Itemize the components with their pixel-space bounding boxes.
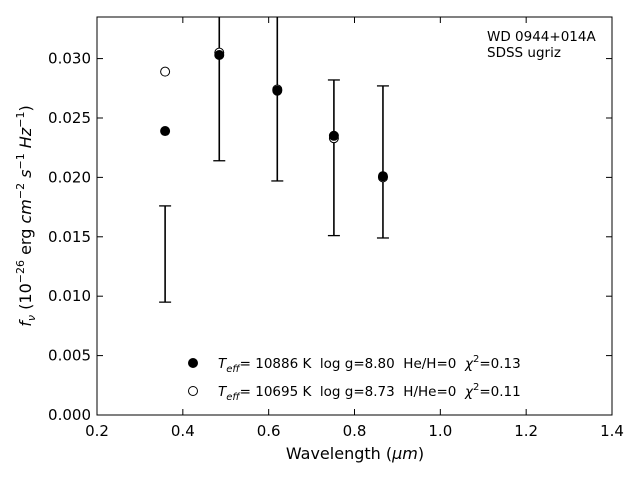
legend: Teff= 10886 K log g=8.80 He/H=0 χ2=0.13 …: [188, 354, 521, 403]
model-point-filled: [272, 85, 283, 96]
plot-frame: [96, 16, 613, 416]
x-tick-label: 0.8: [343, 422, 367, 440]
x-tick-label: 0.6: [257, 422, 281, 440]
model-point-filled: [377, 171, 388, 182]
axis-ticks: 0.2 0.4 0.6 0.8 1.0 1.2 1.4 0.000 0.005 0.010 0.01…: [48, 17, 624, 440]
y-tick-label: 0.030: [48, 50, 91, 68]
y-tick-label: 0.010: [48, 287, 91, 305]
model-point-filled: [160, 126, 171, 137]
survey-annotation: SDSS ugriz: [487, 45, 561, 61]
x-tick-label: 1.2: [514, 422, 538, 440]
x-tick-label: 0.2: [85, 422, 109, 440]
object-name-annotation: WD 0944+014A: [487, 29, 596, 45]
legend-marker-open: [188, 386, 198, 396]
model-point-filled: [214, 50, 225, 61]
data-markers: [160, 47, 388, 183]
legend-marker-filled: [188, 358, 198, 368]
model-point-filled: [328, 130, 339, 141]
error-bars: [159, 17, 389, 303]
model-point-open: [160, 66, 171, 77]
legend-entry-1: Teff= 10886 K log g=8.80 He/H=0 χ2=0.13: [218, 354, 521, 375]
y-tick-label: 0.015: [48, 228, 91, 246]
x-tick-label: 1.0: [428, 422, 452, 440]
x-axis-label: Wavelength (μm): [286, 444, 424, 463]
y-axis-label: fν (10−26 erg cm−2 s−1 Hz−1): [14, 105, 38, 326]
y-tick-label: 0.005: [48, 347, 91, 365]
y-tick-label: 0.025: [48, 109, 91, 127]
legend-entry-2: Teff= 10695 K log g=8.73 H/He=0 χ2=0.11: [218, 382, 521, 403]
y-tick-label: 0.020: [48, 168, 91, 186]
x-tick-label: 1.4: [600, 422, 624, 440]
x-tick-label: 0.4: [171, 422, 195, 440]
y-tick-label: 0.000: [48, 406, 91, 424]
